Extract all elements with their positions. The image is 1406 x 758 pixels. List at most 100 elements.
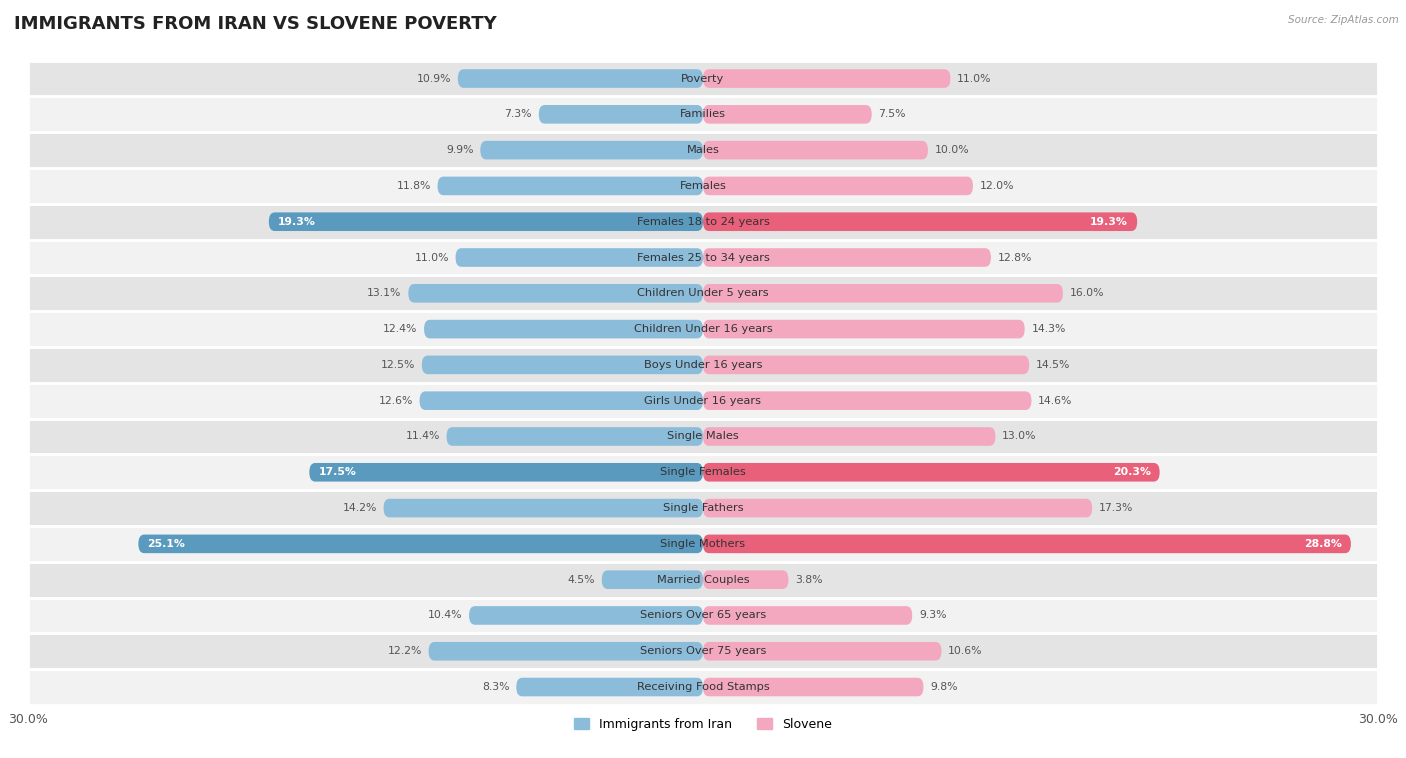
Text: 8.3%: 8.3%	[482, 682, 509, 692]
Bar	[28, 597, 1378, 634]
FancyBboxPatch shape	[602, 570, 703, 589]
FancyBboxPatch shape	[703, 212, 1137, 231]
Bar	[28, 347, 1378, 383]
Text: 7.3%: 7.3%	[505, 109, 531, 119]
Text: Receiving Food Stamps: Receiving Food Stamps	[637, 682, 769, 692]
Text: 12.0%: 12.0%	[980, 181, 1014, 191]
Text: 14.5%: 14.5%	[1036, 360, 1070, 370]
FancyBboxPatch shape	[703, 248, 991, 267]
Text: 7.5%: 7.5%	[879, 109, 905, 119]
Text: Single Fathers: Single Fathers	[662, 503, 744, 513]
FancyBboxPatch shape	[703, 678, 924, 697]
Text: 14.2%: 14.2%	[343, 503, 377, 513]
FancyBboxPatch shape	[429, 642, 703, 660]
Text: 12.6%: 12.6%	[378, 396, 413, 406]
Text: Source: ZipAtlas.com: Source: ZipAtlas.com	[1288, 15, 1399, 25]
FancyBboxPatch shape	[384, 499, 703, 518]
FancyBboxPatch shape	[703, 606, 912, 625]
Text: 4.5%: 4.5%	[568, 575, 595, 584]
FancyBboxPatch shape	[425, 320, 703, 338]
FancyBboxPatch shape	[458, 69, 703, 88]
Text: 10.0%: 10.0%	[935, 145, 969, 155]
FancyBboxPatch shape	[516, 678, 703, 697]
FancyBboxPatch shape	[419, 391, 703, 410]
Text: 20.3%: 20.3%	[1112, 467, 1150, 478]
Bar	[28, 132, 1378, 168]
FancyBboxPatch shape	[138, 534, 703, 553]
Text: Single Females: Single Females	[661, 467, 745, 478]
FancyBboxPatch shape	[703, 320, 1025, 338]
FancyBboxPatch shape	[703, 105, 872, 124]
FancyBboxPatch shape	[422, 356, 703, 374]
FancyBboxPatch shape	[447, 428, 703, 446]
FancyBboxPatch shape	[408, 284, 703, 302]
Bar	[28, 669, 1378, 705]
Bar	[28, 61, 1378, 96]
Bar	[28, 526, 1378, 562]
FancyBboxPatch shape	[703, 69, 950, 88]
FancyBboxPatch shape	[703, 642, 942, 660]
FancyBboxPatch shape	[703, 177, 973, 196]
FancyBboxPatch shape	[703, 428, 995, 446]
FancyBboxPatch shape	[538, 105, 703, 124]
Text: Married Couples: Married Couples	[657, 575, 749, 584]
Text: 9.8%: 9.8%	[931, 682, 957, 692]
FancyBboxPatch shape	[703, 499, 1092, 518]
Text: 19.3%: 19.3%	[278, 217, 316, 227]
Text: 19.3%: 19.3%	[1090, 217, 1128, 227]
FancyBboxPatch shape	[703, 391, 1032, 410]
Text: Girls Under 16 years: Girls Under 16 years	[644, 396, 762, 406]
Text: Females: Females	[679, 181, 727, 191]
Text: Families: Families	[681, 109, 725, 119]
Text: 25.1%: 25.1%	[148, 539, 186, 549]
Bar	[28, 634, 1378, 669]
FancyBboxPatch shape	[703, 463, 1160, 481]
Text: 10.9%: 10.9%	[416, 74, 451, 83]
Text: Females 25 to 34 years: Females 25 to 34 years	[637, 252, 769, 262]
Text: Poverty: Poverty	[682, 74, 724, 83]
FancyBboxPatch shape	[703, 570, 789, 589]
FancyBboxPatch shape	[309, 463, 703, 481]
Text: Children Under 5 years: Children Under 5 years	[637, 288, 769, 299]
Text: 28.8%: 28.8%	[1303, 539, 1341, 549]
Text: Females 18 to 24 years: Females 18 to 24 years	[637, 217, 769, 227]
FancyBboxPatch shape	[703, 284, 1063, 302]
Bar	[28, 490, 1378, 526]
Bar	[28, 96, 1378, 132]
FancyBboxPatch shape	[470, 606, 703, 625]
Text: 12.8%: 12.8%	[998, 252, 1032, 262]
Bar	[28, 562, 1378, 597]
FancyBboxPatch shape	[269, 212, 703, 231]
Text: 3.8%: 3.8%	[796, 575, 823, 584]
Text: 11.0%: 11.0%	[957, 74, 991, 83]
Text: 11.0%: 11.0%	[415, 252, 449, 262]
Bar	[28, 240, 1378, 275]
Text: 16.0%: 16.0%	[1070, 288, 1104, 299]
Text: 12.4%: 12.4%	[382, 324, 418, 334]
Text: 13.0%: 13.0%	[1002, 431, 1036, 441]
FancyBboxPatch shape	[703, 534, 1351, 553]
Legend: Immigrants from Iran, Slovene: Immigrants from Iran, Slovene	[574, 718, 832, 731]
Text: Boys Under 16 years: Boys Under 16 years	[644, 360, 762, 370]
Text: 17.5%: 17.5%	[318, 467, 356, 478]
Bar	[28, 275, 1378, 312]
Text: 12.2%: 12.2%	[388, 647, 422, 656]
Bar	[28, 204, 1378, 240]
Text: Seniors Over 65 years: Seniors Over 65 years	[640, 610, 766, 621]
Text: 12.5%: 12.5%	[381, 360, 415, 370]
Text: 9.9%: 9.9%	[446, 145, 474, 155]
Bar	[28, 312, 1378, 347]
Text: Males: Males	[686, 145, 720, 155]
Bar	[28, 383, 1378, 418]
FancyBboxPatch shape	[481, 141, 703, 159]
Text: 9.3%: 9.3%	[920, 610, 946, 621]
Text: 10.4%: 10.4%	[427, 610, 463, 621]
Text: 14.3%: 14.3%	[1032, 324, 1066, 334]
Bar	[28, 418, 1378, 454]
Text: 17.3%: 17.3%	[1099, 503, 1133, 513]
Text: Seniors Over 75 years: Seniors Over 75 years	[640, 647, 766, 656]
FancyBboxPatch shape	[703, 356, 1029, 374]
Bar	[28, 168, 1378, 204]
Text: 10.6%: 10.6%	[948, 647, 983, 656]
FancyBboxPatch shape	[437, 177, 703, 196]
